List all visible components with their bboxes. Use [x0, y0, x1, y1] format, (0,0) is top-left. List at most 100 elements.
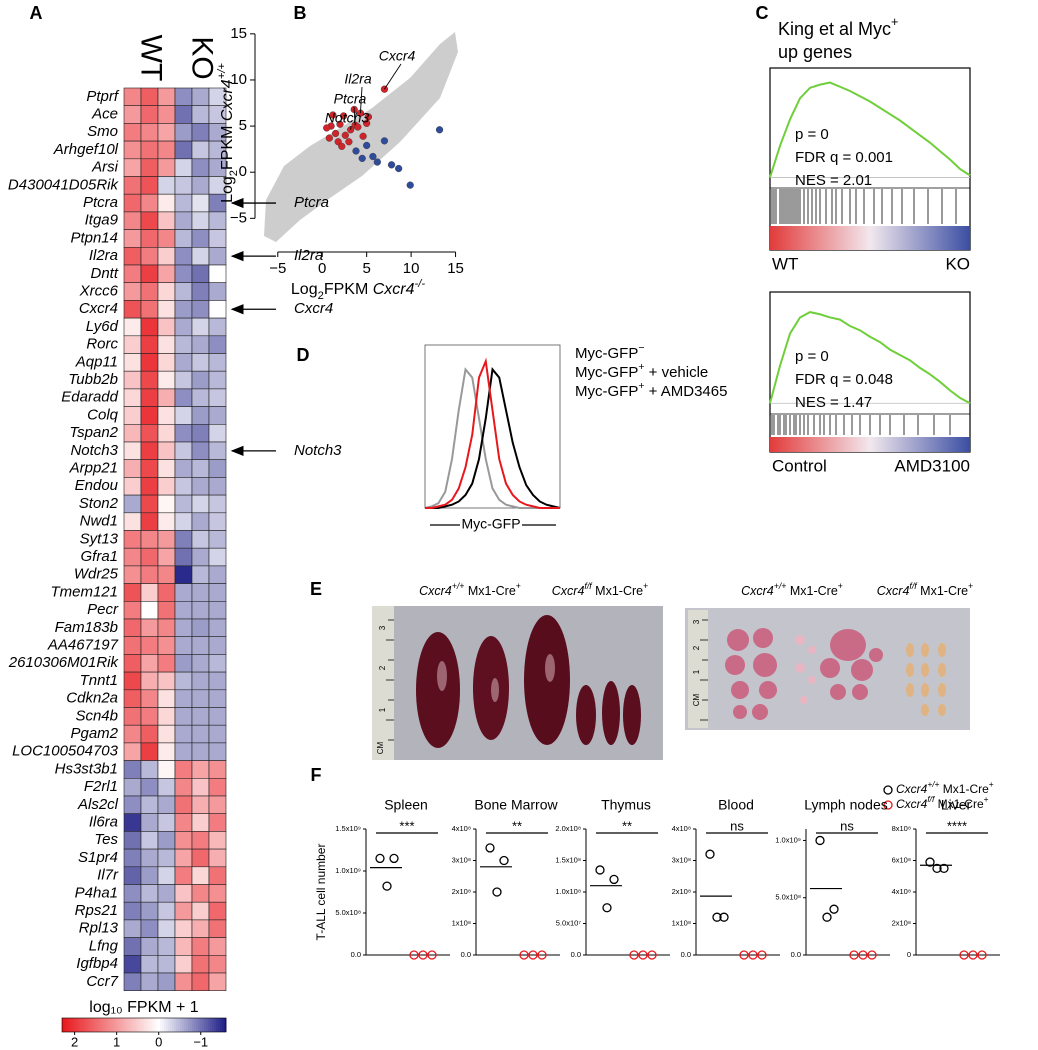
- colorbar-slice: [136, 1018, 139, 1032]
- genotype-label-part: Mx1-Cre: [592, 584, 643, 598]
- heatmap-cell: [191, 742, 210, 761]
- heatmap-cell: [208, 884, 227, 903]
- colorbar-slice: [152, 1018, 155, 1032]
- colorbar-slice: [220, 1018, 223, 1032]
- significance: ns: [730, 818, 744, 833]
- heatmap-cell: [140, 848, 159, 868]
- legend-entry-part: −: [638, 342, 644, 354]
- heatmap-cell: [140, 654, 159, 673]
- heatmap-cell: [140, 901, 159, 921]
- legend-entry-part: Myc-GFP: [575, 364, 638, 381]
- heatmap-cell: [140, 87, 159, 107]
- legend-entry: Cxcr4+/+ Mx1-Cre+: [896, 779, 994, 796]
- heatmap-cell: [123, 689, 142, 708]
- y-tick-label: 1.5x10⁹: [335, 824, 361, 833]
- heatmap-cell: [157, 901, 176, 921]
- heatmap-cell: [157, 441, 176, 461]
- gene-point: [358, 154, 366, 162]
- heatmap-cell: [174, 87, 193, 107]
- gene-label: Rorc: [86, 336, 118, 353]
- heatmap-cell: [191, 388, 210, 407]
- heatmap-cell: [208, 689, 227, 708]
- heatmap-cell: [123, 406, 142, 425]
- annotation: Il2ra: [344, 71, 371, 87]
- heatmap-cell: [208, 760, 227, 779]
- heatmap-cell: [208, 300, 227, 319]
- gene-point: [325, 134, 333, 142]
- colorbar-slice: [174, 1018, 177, 1032]
- heatmap-cell: [140, 884, 159, 903]
- heatmap-cell: [191, 477, 210, 496]
- wt-point: [829, 904, 839, 914]
- heatmap-cell: [123, 335, 142, 354]
- heatmap-cell: [123, 105, 142, 124]
- colorbar-slice: [68, 1018, 71, 1032]
- heatmap-cell: [140, 583, 159, 602]
- heatmap-cell: [157, 87, 176, 107]
- gene-label: Il7r: [97, 867, 119, 884]
- ko-point: [629, 950, 639, 960]
- heatmap-cell: [123, 211, 142, 230]
- enrichment-curve: [769, 311, 971, 405]
- gene-label: Tmem121: [50, 583, 118, 600]
- heatmap-cell: [174, 123, 193, 142]
- heatmap-cell: [191, 671, 210, 691]
- heatmap-cell: [208, 954, 227, 974]
- genotype-label: Cxcr4+/+ Mx1-Cre+: [419, 581, 521, 598]
- heatmap-cell: [157, 742, 176, 761]
- legend-entry-part: + AMD3465: [644, 383, 727, 400]
- colorbar-slice: [170, 1018, 173, 1032]
- colorbar-tick-label: −1: [193, 1034, 208, 1049]
- heatmap-cell: [191, 831, 210, 850]
- photo-spleens: [372, 606, 663, 760]
- heatmap-cell: [174, 441, 193, 461]
- heatmap-cell: [191, 193, 210, 213]
- annotation-line: [384, 63, 402, 90]
- ko-point: [427, 950, 437, 960]
- y-tick-label: 1.0x10⁹: [335, 866, 361, 875]
- heatmap-cell: [191, 317, 210, 337]
- gene-label: Edaradd: [61, 389, 118, 406]
- heatmap-cell: [123, 919, 142, 938]
- heatmap-cell: [174, 264, 193, 284]
- gene-label: Itga9: [85, 212, 119, 229]
- colorbar-slice: [208, 1018, 211, 1032]
- heatmap-cell: [123, 636, 142, 655]
- colorbar-slice: [66, 1018, 69, 1032]
- heatmap-cell: [208, 494, 227, 514]
- y-tick-label: 5.0x10⁸: [335, 908, 361, 917]
- heatmap-cell: [174, 477, 193, 496]
- heatmap-cell: [174, 211, 193, 230]
- gene-label: D430041D05Rik: [8, 176, 120, 193]
- y-tick-label: 1.5x10⁸: [555, 855, 581, 864]
- colorbar-slice: [172, 1018, 175, 1032]
- colorbar-slice: [80, 1018, 83, 1032]
- x-axis-label-part: Log: [291, 281, 318, 298]
- heatmap-cell: [140, 795, 159, 815]
- colorbar-slice: [178, 1018, 181, 1032]
- heatmap-cell: [123, 388, 142, 407]
- colorbar-slice: [64, 1018, 67, 1032]
- heatmap-cell: [157, 193, 176, 213]
- colorbar-slice: [88, 1018, 91, 1032]
- panel-letter: C: [756, 3, 769, 23]
- legend-entry: Myc-GFP+ + vehicle: [575, 361, 708, 381]
- panel-title: Lymph nodes: [804, 797, 888, 813]
- heatmap-cell: [157, 547, 176, 567]
- colorbar-slice: [130, 1018, 133, 1032]
- colorbar-slice: [90, 1018, 93, 1032]
- gsea-title-part: King et al Myc: [778, 19, 891, 39]
- ko-point: [858, 950, 868, 960]
- colorbar-slice: [110, 1018, 113, 1032]
- heatmap-cell: [208, 636, 227, 655]
- gsea-stat: NES = 2.01: [795, 172, 872, 189]
- colorbar-slice: [182, 1018, 185, 1032]
- heatmap-cell: [157, 370, 176, 390]
- gene-label: Syt13: [80, 530, 119, 547]
- y-tick-label: 5: [239, 117, 247, 134]
- heatmap-cell: [191, 158, 210, 177]
- heatmap-cell: [140, 317, 159, 337]
- heatmap-cell: [208, 919, 227, 938]
- genotype-label-part: Mx1-Cre: [464, 584, 515, 598]
